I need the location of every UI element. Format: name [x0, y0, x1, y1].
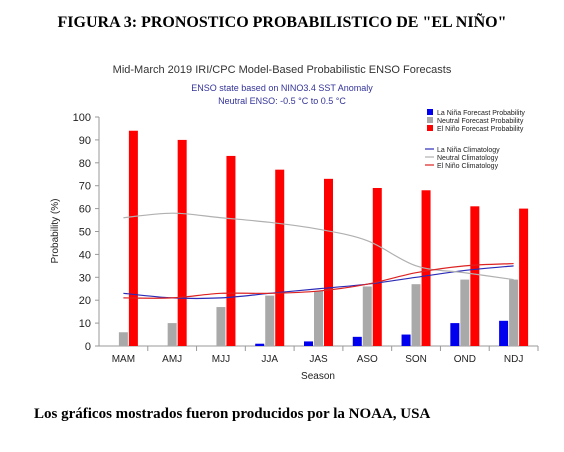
figure-title: FIGURA 3: PRONOSTICO PROBABILISTICO DE "… — [57, 14, 507, 31]
y-tick-label: 50 — [79, 227, 91, 239]
legend-label: El Niño Forecast Probability — [437, 126, 524, 133]
neutral-bar — [509, 279, 519, 346]
legend-label: El Niño Climatology — [437, 163, 499, 170]
chart-subtitle-2: Neutral ENSO: -0.5 °C to 0.5 °C — [218, 96, 346, 106]
neutral-climatology-line — [123, 212, 514, 281]
figure-caption: Los gráficos mostrados fueron producidos… — [34, 406, 431, 422]
neutral-bar — [118, 332, 128, 346]
neutral-bar — [314, 291, 323, 346]
el-nino-bar — [519, 208, 529, 346]
x-tick-label: MJJ — [212, 354, 230, 365]
el-nino-bar — [226, 155, 236, 346]
la-nina-bar — [352, 336, 362, 346]
chart-title: Mid-March 2019 IRI/CPC Model-Based Proba… — [113, 64, 452, 76]
y-axis-label: Probability (%) — [50, 198, 61, 263]
bars-group — [118, 130, 529, 346]
legend-label: La Niña Climatology — [437, 147, 500, 154]
el-nino-bar — [372, 187, 382, 346]
y-tick-label: 70 — [79, 181, 91, 193]
y-tick-label: 20 — [79, 295, 91, 307]
y-tick-label: 0 — [85, 341, 91, 353]
y-tick-label: 90 — [79, 135, 91, 147]
x-tick-label: SON — [405, 354, 427, 365]
x-tick-label: JAS — [309, 354, 328, 365]
el-nino-bar — [275, 169, 285, 346]
el-nino-bar — [324, 178, 333, 346]
la-nina-bar — [304, 341, 313, 346]
x-axis-label: Season — [301, 371, 335, 382]
legend-swatch — [427, 125, 433, 131]
legend-label: Neutral Climatology — [437, 155, 499, 162]
la-nina-climatology-line — [123, 265, 514, 300]
chart-subtitle-1: ENSO state based on NINO3.4 SST Anomaly — [191, 83, 373, 93]
x-tick-label: AMJ — [162, 354, 182, 365]
la-nina-bar — [499, 320, 509, 346]
y-tick-label: 100 — [73, 112, 91, 124]
legend-swatch — [427, 117, 433, 123]
y-tick-label: 30 — [79, 272, 91, 284]
y-tick-label: 60 — [79, 204, 91, 216]
x-tick-label: OND — [454, 354, 476, 365]
el-nino-bar — [177, 139, 187, 346]
neutral-bar — [460, 279, 470, 346]
neutral-bar — [265, 295, 275, 346]
y-tick-label: 10 — [79, 318, 91, 330]
el-nino-climatology-line — [123, 262, 514, 299]
la-nina-bar — [255, 343, 265, 346]
climatology-lines — [123, 212, 514, 300]
legend-label: La Niña Forecast Probability — [437, 110, 525, 117]
el-nino-bar — [128, 130, 138, 346]
neutral-bar — [362, 286, 372, 346]
legend-swatch — [427, 109, 433, 115]
x-tick-label: MAM — [112, 354, 135, 365]
y-tick-label: 80 — [79, 158, 91, 170]
x-tick-label: ASO — [357, 354, 378, 365]
legend-label: Neutral Forecast Probability — [437, 118, 524, 125]
la-nina-bar — [450, 323, 460, 346]
axes: 0 10 20 30 40 50 60 70 80 90 100 MAM AMJ MJJ JJA JAS ASO… — [73, 112, 539, 365]
y-tick-label: 40 — [79, 249, 91, 261]
x-tick-label: JJA — [261, 354, 278, 365]
el-nino-bar — [470, 206, 480, 346]
neutral-bar — [216, 307, 226, 346]
la-nina-bar — [401, 334, 411, 346]
neutral-bar — [167, 323, 177, 346]
x-tick-label: NDJ — [504, 354, 523, 365]
neutral-bar — [411, 284, 421, 346]
